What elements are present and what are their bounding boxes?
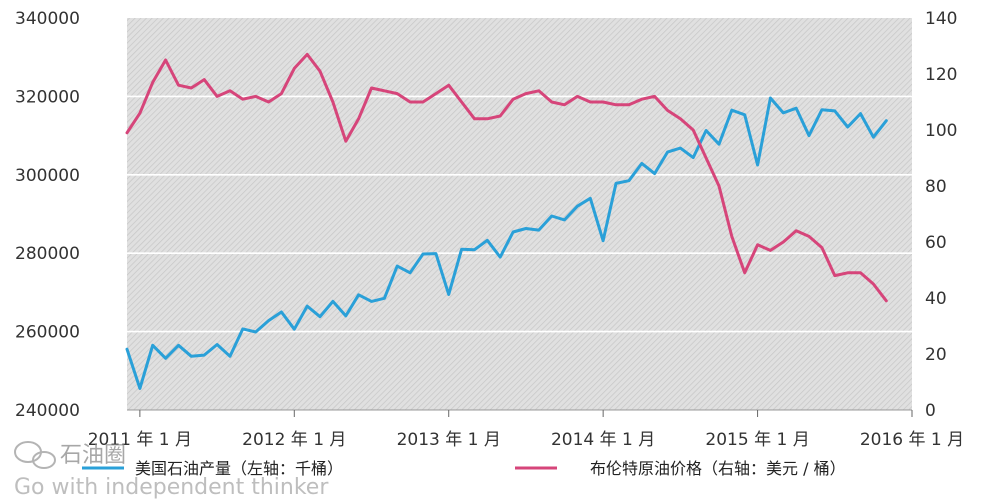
x-axis-tick-label: 2016 年 1 月 (860, 430, 964, 450)
right-axis-tick-label: 20 (925, 345, 947, 365)
right-axis-tick-label: 0 (925, 401, 936, 421)
axes: 340000 320000 300000 280000 260000 240000 140 1… (15, 9, 964, 450)
legend-label: 美国石油产量（左轴：千桶） (135, 459, 343, 478)
watermark: 石油圈 Go with independent thinker (14, 441, 329, 500)
left-axis-tick-label: 260000 (15, 323, 80, 343)
left-axis-tick-label: 240000 (15, 401, 80, 421)
watermark-tagline: Go with independent thinker (14, 475, 329, 500)
right-axis-tick-label: 100 (925, 121, 957, 141)
right-axis-tick-label: 40 (925, 289, 947, 309)
legend-label: 布伦特原油价格（右轴：美元 / 桶） (590, 459, 846, 478)
plot-area-background (127, 18, 912, 410)
watermark-logo-text: 石油圈 (60, 443, 126, 468)
left-axis-tick-label: 320000 (15, 87, 80, 107)
right-axis-tick-label: 60 (925, 233, 947, 253)
left-axis-tick-label: 340000 (15, 9, 80, 29)
x-axis-tick-label: 2012 年 1 月 (242, 430, 346, 450)
right-axis-tick-label: 120 (925, 65, 957, 85)
chat-bubble-icon (14, 441, 56, 469)
legend: 美国石油产量（左轴：千桶） 布伦特原油价格（右轴：美元 / 桶） (82, 459, 846, 478)
left-axis-tick-label: 280000 (15, 244, 80, 264)
x-axis-tick-label: 2014 年 1 月 (551, 430, 655, 450)
series-lines (125, 52, 888, 390)
series-line-us-oil-production (125, 96, 888, 390)
x-axis-tick-label: 2011 年 1 月 (88, 430, 192, 450)
right-axis-tick-label: 140 (925, 9, 957, 29)
right-axis-tick-label: 80 (925, 177, 947, 197)
series-line-brent-price (125, 52, 888, 303)
x-axis-tick-label: 2015 年 1 月 (705, 430, 809, 450)
left-axis-tick-label: 300000 (15, 166, 80, 186)
x-axis-tick-label: 2013 年 1 月 (397, 430, 501, 450)
